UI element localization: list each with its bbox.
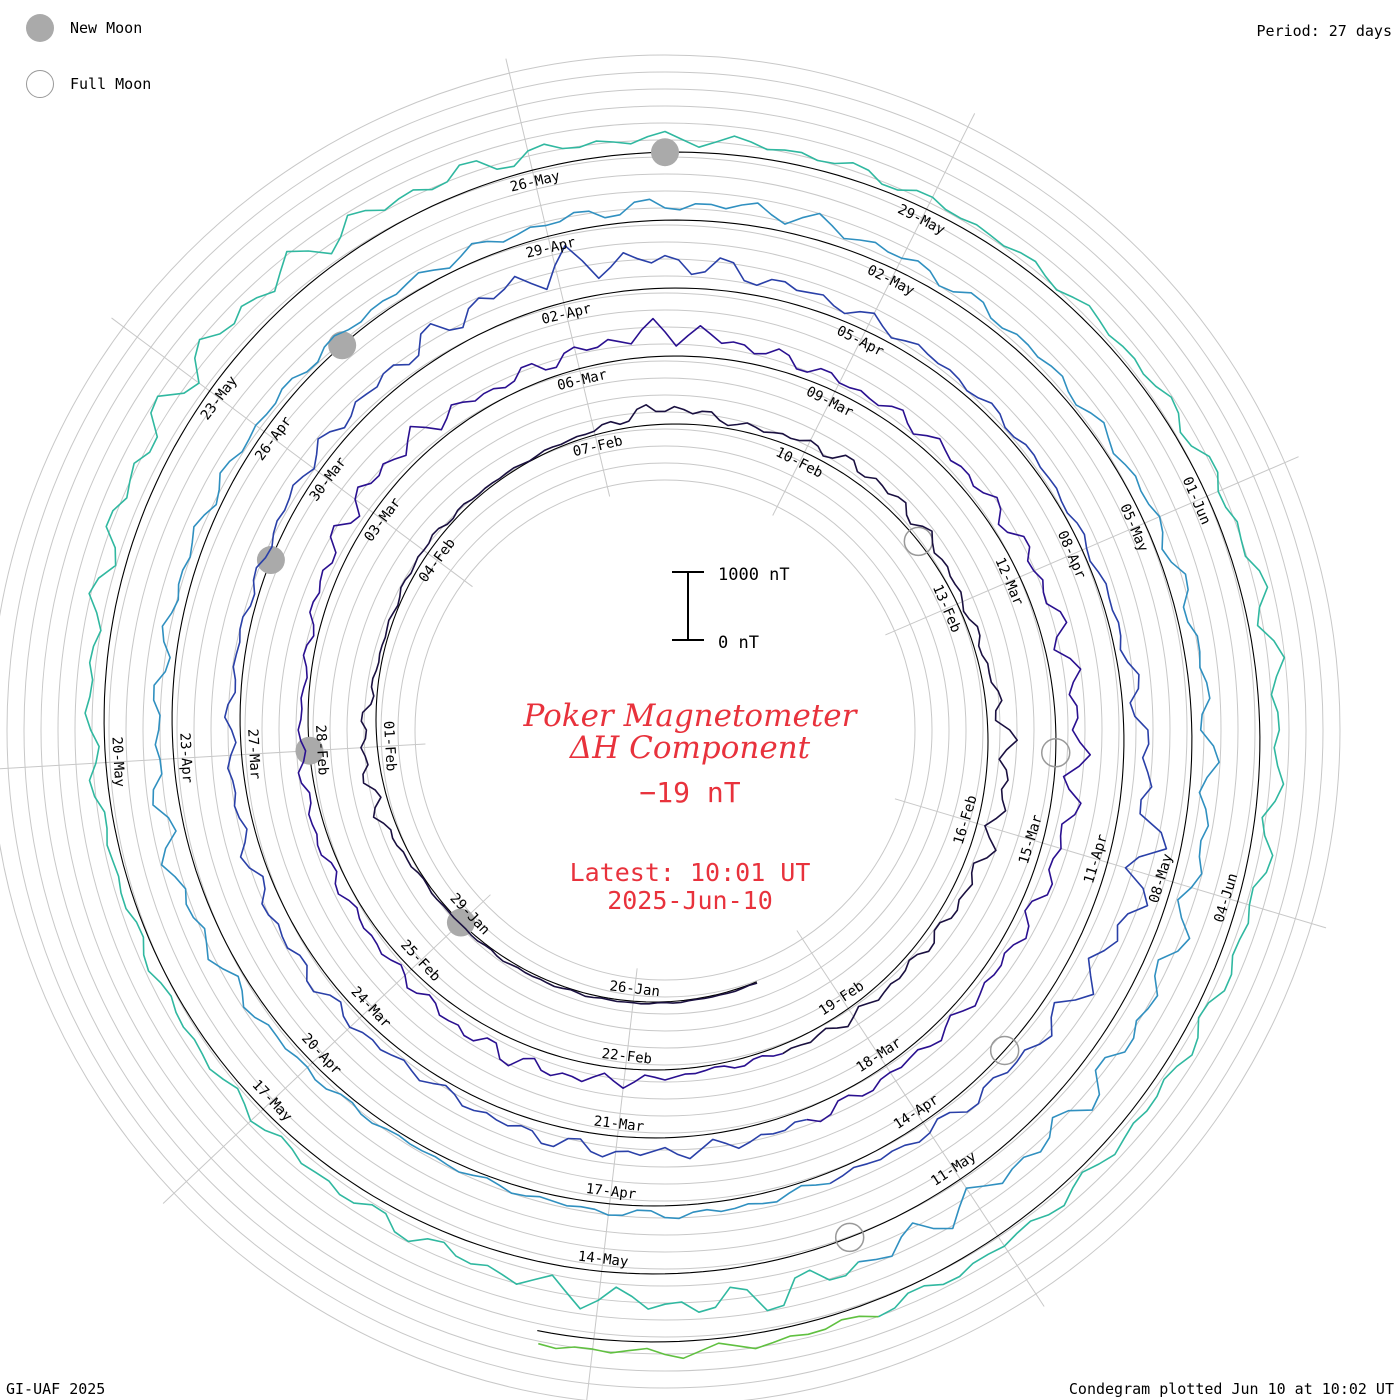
new-moon-marker (651, 138, 679, 167)
scale-bar-bottom-label: 0 nT (718, 633, 759, 653)
scale-bar-top-label: 1000 nT (718, 565, 790, 585)
series-turn-3 (224, 244, 1168, 1185)
new-moon-marker (328, 331, 357, 360)
date-label: 04-Feb (416, 536, 459, 586)
grid-ring (125, 190, 1205, 1270)
latest-time: Latest: 10:01 UT (569, 858, 811, 887)
chart-subtitle: ΔH Component (569, 730, 811, 766)
full-moon-marker (989, 1035, 1020, 1066)
series-turn-5 (84, 130, 1286, 1318)
new-moon-icon (26, 14, 54, 42)
grid-ring (397, 462, 933, 998)
radial-spoke (772, 113, 976, 516)
radial-spoke (894, 798, 1327, 929)
grid-ring (0, 54, 1341, 1400)
radial-spoke (505, 58, 611, 497)
new-moon-marker (446, 908, 475, 937)
grid-ring (380, 445, 950, 1015)
grid-ring (278, 343, 1052, 1117)
date-label: 15-Mar (1016, 813, 1046, 866)
date-label: 08-May (1146, 852, 1176, 905)
period-label: Period: 27 days (1256, 22, 1392, 40)
legend-new-moon: New Moon (26, 14, 142, 42)
date-label: 01-Feb (380, 720, 399, 771)
date-label: 27-Mar (244, 728, 263, 779)
baseline-spiral-path (103, 151, 1261, 1343)
credit-label: GI-UAF 2025 (6, 1380, 106, 1398)
series-turn-6 (538, 1315, 879, 1360)
date-label: 14-May (577, 1249, 629, 1271)
full-moon-marker (1040, 738, 1071, 768)
legend-full-moon: Full Moon (26, 70, 151, 98)
series-turn-1 (360, 404, 1018, 1055)
grid-ring (210, 275, 1120, 1185)
grid-ring (363, 428, 967, 1032)
chart-title: Poker Magnetometer (523, 698, 857, 734)
radial-spokes (0, 58, 1327, 1400)
radial-spoke (796, 930, 1045, 1307)
date-label: 21-Mar (593, 1113, 645, 1135)
date-label: 04-Jun (1211, 871, 1241, 924)
dh-series (84, 130, 1286, 1360)
date-label: 20-May (108, 736, 127, 787)
radial-spoke (111, 317, 473, 588)
full-moon-icon (26, 70, 54, 98)
grid-ring (261, 326, 1069, 1134)
grid-ring (57, 122, 1273, 1338)
radial-spoke (0, 743, 426, 770)
date-label: 26-Jan (609, 978, 661, 1000)
grid-ring (159, 224, 1171, 1236)
scale-bar: 1000 nT 0 nT (672, 565, 790, 653)
new-moon-marker (256, 546, 285, 575)
date-label: 11-Apr (1081, 832, 1111, 885)
grid-ring (329, 394, 1001, 1066)
grid-ring (312, 377, 1018, 1083)
full-moon-marker (834, 1222, 865, 1253)
series-turn-4 (152, 198, 1220, 1263)
new-moon-label: New Moon (70, 19, 143, 37)
latest-date: 2025-Jun-10 (607, 886, 773, 915)
grid-ring (227, 292, 1103, 1168)
grid-ring (23, 88, 1307, 1372)
grid-ring (244, 309, 1086, 1151)
moon-phase-markers (256, 138, 1071, 1253)
date-label: 28-Feb (312, 724, 331, 775)
grid-ring (414, 479, 916, 981)
full-moon-label: Full Moon (70, 75, 152, 93)
series-turn-2 (297, 317, 1091, 1123)
plotted-label: Condegram plotted Jun 10 at 10:02 UT (1068, 1380, 1394, 1398)
date-label: 17-Apr (585, 1181, 637, 1203)
grid-ring (193, 258, 1137, 1202)
baseline-spiral (103, 151, 1261, 1343)
radial-spoke (162, 894, 491, 1204)
radial-spoke (885, 456, 1299, 636)
grid-ring (108, 173, 1222, 1287)
date-label: 23-Apr (176, 732, 195, 783)
current-value: −19 nT (639, 776, 741, 809)
grid-ring (6, 71, 1324, 1389)
date-label: 22-Feb (601, 1046, 653, 1068)
grid-ring (295, 360, 1035, 1100)
radial-spoke (586, 968, 638, 1400)
